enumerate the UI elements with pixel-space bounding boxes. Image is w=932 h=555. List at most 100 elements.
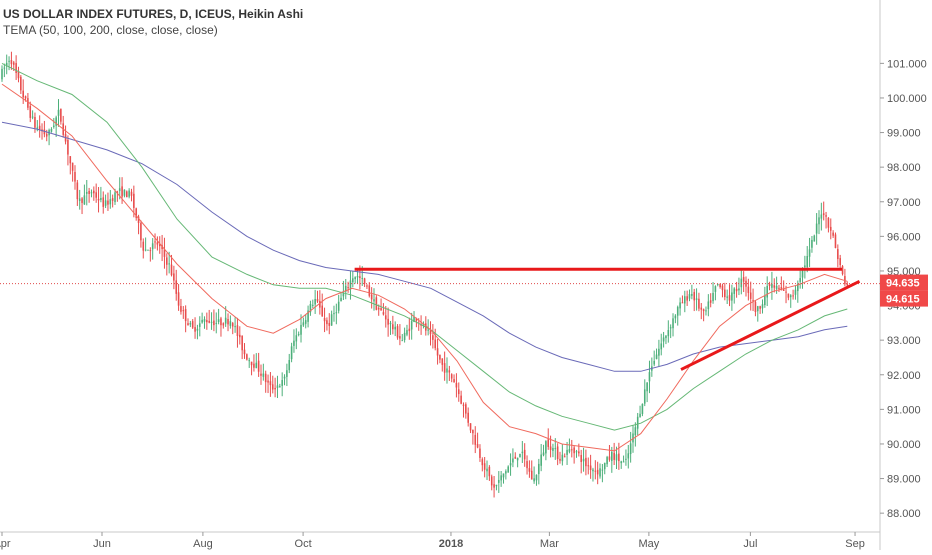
candle-body (375, 297, 378, 310)
candle-body (839, 258, 841, 266)
candle-body (556, 446, 559, 460)
candle-body (629, 443, 632, 455)
candle-body (502, 473, 505, 478)
candle-body (133, 193, 135, 208)
candle-body (302, 322, 305, 326)
candle-body (154, 241, 156, 243)
candle-body (465, 404, 467, 414)
candle-body (45, 133, 48, 137)
candle-body (568, 449, 571, 452)
candle-body (794, 289, 797, 295)
candle-body (483, 463, 486, 470)
candle-body (467, 412, 469, 423)
candle-body (808, 249, 811, 257)
candle-body (43, 129, 46, 135)
x-tick-label: Sep (845, 538, 865, 550)
candle-body (316, 299, 319, 302)
candle-body (490, 476, 493, 486)
candle-body (248, 360, 251, 362)
candle-body (168, 263, 170, 265)
candle-body (399, 336, 401, 339)
candle-body (109, 199, 112, 205)
candle-body (476, 444, 479, 448)
candle-body (658, 348, 660, 356)
candle-body (1, 68, 3, 80)
candle-body (8, 60, 10, 62)
candle-body (615, 454, 618, 461)
candle-body (290, 346, 293, 360)
candle-body (676, 306, 679, 316)
candle-body (396, 326, 399, 338)
candle-body (804, 265, 806, 268)
candle-body (161, 245, 163, 250)
candle-body (344, 285, 347, 292)
candle-body (688, 294, 691, 299)
candle-body (246, 354, 248, 360)
candle-body (229, 321, 232, 326)
x-tick-label: Aug (193, 538, 213, 550)
candle-body (446, 368, 448, 373)
y-tick-label: 89.000 (887, 474, 921, 486)
candle-body (227, 318, 229, 325)
candle-body (239, 334, 241, 338)
candle-body (618, 453, 620, 462)
candle-body (613, 452, 615, 460)
candle-body (662, 337, 665, 342)
candle-body (566, 449, 568, 455)
candle-body (107, 200, 109, 205)
candle-body (15, 63, 17, 73)
candle-body (773, 285, 776, 288)
candle-body (771, 283, 773, 288)
candle-body (403, 332, 406, 340)
candle-body (83, 195, 86, 205)
candle-body (827, 217, 830, 228)
candle-body (69, 156, 72, 164)
candle-body (257, 360, 260, 372)
candle-body (253, 363, 255, 368)
price-label-tema-text: 94.615 (886, 294, 920, 306)
candle-body (288, 359, 291, 371)
candle-body (457, 389, 460, 395)
candle-body (328, 322, 331, 326)
candle-body (486, 468, 488, 472)
candle-body (460, 395, 462, 404)
candle-body (361, 278, 364, 280)
candle-body (177, 292, 180, 306)
candle-body (764, 295, 766, 306)
candle-body (632, 433, 634, 443)
candle-body (766, 285, 768, 298)
candle-body (443, 363, 446, 373)
candle-body (589, 465, 592, 470)
y-tick-label: 93.000 (887, 335, 921, 347)
candle-body (384, 315, 387, 320)
candle-body (754, 301, 757, 313)
candle-body (29, 106, 32, 118)
candle-body (102, 197, 105, 207)
candle-body (368, 285, 371, 296)
candle-body (140, 222, 142, 241)
candle-body (653, 360, 655, 365)
candle-body (594, 470, 597, 472)
candle-body (166, 257, 168, 265)
candle-body (822, 213, 825, 216)
candle-body (392, 324, 394, 330)
candle-body (705, 310, 707, 312)
candle-body (497, 479, 500, 483)
candle-body (52, 125, 55, 127)
candle-body (660, 343, 663, 350)
chart-legend: US DOLLAR INDEX FUTURES, D, ICEUS, Heiki… (3, 6, 303, 38)
candle-body (158, 244, 161, 247)
candle-body (439, 354, 441, 360)
candle-body (74, 172, 76, 182)
candle-body (625, 458, 627, 460)
candle-body (429, 330, 432, 335)
candle-body (352, 278, 354, 283)
candle-body (749, 292, 752, 299)
candle-body (698, 298, 700, 309)
candle-body (742, 277, 745, 282)
candle-body (222, 323, 225, 326)
candle-body (55, 117, 57, 126)
candle-body (319, 300, 321, 308)
